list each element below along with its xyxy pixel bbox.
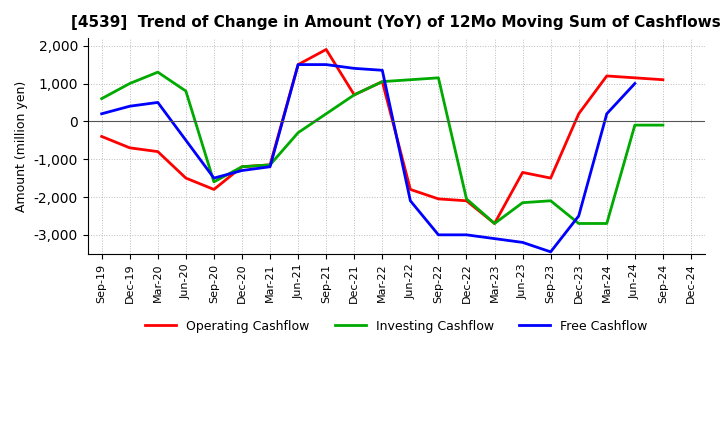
Operating Cashflow (238, 164, 246, 169)
Operating Cashflow (406, 187, 415, 192)
Investing Cashflow (322, 111, 330, 117)
Free Cashflow (266, 164, 274, 169)
Operating Cashflow (97, 134, 106, 139)
Investing Cashflow (546, 198, 555, 203)
Free Cashflow (575, 213, 583, 219)
Legend: Operating Cashflow, Investing Cashflow, Free Cashflow: Operating Cashflow, Investing Cashflow, … (140, 315, 652, 338)
Operating Cashflow (518, 170, 527, 175)
Free Cashflow (238, 168, 246, 173)
Investing Cashflow (350, 92, 359, 98)
Free Cashflow (125, 103, 134, 109)
Free Cashflow (490, 236, 499, 241)
Operating Cashflow (462, 198, 471, 203)
Investing Cashflow (462, 196, 471, 202)
Operating Cashflow (631, 75, 639, 81)
Operating Cashflow (153, 149, 162, 154)
Free Cashflow (462, 232, 471, 238)
Operating Cashflow (266, 162, 274, 168)
Free Cashflow (153, 100, 162, 105)
Operating Cashflow (322, 47, 330, 52)
Investing Cashflow (294, 130, 302, 136)
Investing Cashflow (238, 164, 246, 169)
Free Cashflow (378, 68, 387, 73)
Line: Free Cashflow: Free Cashflow (102, 65, 635, 252)
Investing Cashflow (97, 96, 106, 101)
Operating Cashflow (125, 145, 134, 150)
Line: Investing Cashflow: Investing Cashflow (102, 72, 663, 224)
Title: [4539]  Trend of Change in Amount (YoY) of 12Mo Moving Sum of Cashflows: [4539] Trend of Change in Amount (YoY) o… (71, 15, 720, 30)
Investing Cashflow (659, 122, 667, 128)
Operating Cashflow (350, 92, 359, 98)
Free Cashflow (518, 240, 527, 245)
Free Cashflow (97, 111, 106, 117)
Free Cashflow (294, 62, 302, 67)
Free Cashflow (322, 62, 330, 67)
Investing Cashflow (490, 221, 499, 226)
Investing Cashflow (210, 179, 218, 184)
Operating Cashflow (490, 221, 499, 226)
Operating Cashflow (294, 62, 302, 67)
Free Cashflow (210, 176, 218, 181)
Investing Cashflow (434, 75, 443, 81)
Investing Cashflow (153, 70, 162, 75)
Free Cashflow (603, 111, 611, 117)
Operating Cashflow (603, 73, 611, 79)
Operating Cashflow (378, 79, 387, 84)
Investing Cashflow (125, 81, 134, 86)
Free Cashflow (631, 81, 639, 86)
Investing Cashflow (575, 221, 583, 226)
Investing Cashflow (406, 77, 415, 82)
Investing Cashflow (181, 88, 190, 94)
Free Cashflow (406, 198, 415, 203)
Operating Cashflow (434, 196, 443, 202)
Investing Cashflow (631, 122, 639, 128)
Y-axis label: Amount (million yen): Amount (million yen) (15, 81, 28, 212)
Line: Operating Cashflow: Operating Cashflow (102, 49, 663, 224)
Operating Cashflow (575, 111, 583, 117)
Investing Cashflow (603, 221, 611, 226)
Operating Cashflow (181, 176, 190, 181)
Free Cashflow (546, 249, 555, 254)
Free Cashflow (434, 232, 443, 238)
Investing Cashflow (518, 200, 527, 205)
Operating Cashflow (546, 176, 555, 181)
Operating Cashflow (210, 187, 218, 192)
Operating Cashflow (659, 77, 667, 82)
Investing Cashflow (266, 162, 274, 168)
Investing Cashflow (378, 79, 387, 84)
Free Cashflow (350, 66, 359, 71)
